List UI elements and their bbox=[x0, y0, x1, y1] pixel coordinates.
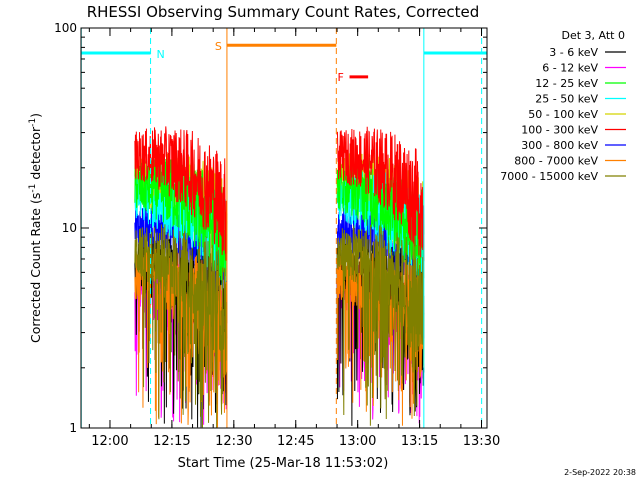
legend-label: 100 - 300 keV bbox=[521, 124, 598, 137]
y-axis-label: Corrected Count Rate (s-1 detector-1) bbox=[28, 113, 43, 343]
legend-label: 3 - 6 keV bbox=[549, 46, 598, 59]
legend-label: 12 - 25 keV bbox=[535, 77, 598, 90]
y-axis-label-part: Corrected Count Rate (s bbox=[28, 193, 43, 343]
y-axis-label-part: -1 bbox=[28, 184, 38, 193]
x-tick-label: 13:00 bbox=[339, 434, 376, 449]
flare-marker-label: F bbox=[338, 71, 344, 84]
y-axis-label-part: -1 bbox=[28, 118, 38, 127]
legend: 3 - 6 keV 6 - 12 keV 12 - 25 keV 25 - 50 ke… bbox=[500, 46, 626, 183]
chart-title: RHESSI Observing Summary Count Rates, Co… bbox=[87, 3, 480, 21]
legend-label: 300 - 800 keV bbox=[521, 139, 598, 152]
footer-timestamp: 2-Sep-2022 20:38 bbox=[564, 468, 636, 477]
x-axis-label: Start Time (25-Mar-18 11:53:02) bbox=[178, 456, 389, 471]
x-tick-label: 13:30 bbox=[463, 434, 500, 449]
x-tick-label: 13:15 bbox=[401, 434, 438, 449]
legend-label: 800 - 7000 keV bbox=[514, 155, 598, 168]
y-axis-label-part: ) bbox=[28, 113, 43, 118]
y-tick-label: 10 bbox=[62, 221, 77, 235]
y-tick-label: 1 bbox=[69, 421, 77, 435]
x-tick-label: 12:00 bbox=[91, 434, 128, 449]
legend-title: Det 3, Att 0 bbox=[562, 29, 626, 42]
series-trace-7000-15000-kev-segment-2 bbox=[336, 224, 425, 426]
status-bar-label-N: N bbox=[157, 48, 165, 61]
x-tick-label: 12:45 bbox=[277, 434, 314, 449]
legend-label: 7000 - 15000 keV bbox=[500, 170, 598, 183]
status-bar-label-S: S bbox=[215, 40, 222, 53]
series-trace-100-300-kev-segment-1 bbox=[134, 126, 228, 261]
series-trace-100-300-kev-segment-2 bbox=[336, 126, 425, 262]
axis-ticks: 12:00 12:15 12:30 12:45 13:00 13:15 13:30 1 10 10… bbox=[54, 21, 500, 449]
x-tick-label: 12:30 bbox=[215, 434, 252, 449]
legend-label: 25 - 50 keV bbox=[535, 93, 598, 106]
y-axis-label-part: detector bbox=[28, 126, 43, 184]
series-trace-7000-15000-kev-segment-1 bbox=[134, 224, 228, 428]
legend-label: 50 - 100 keV bbox=[528, 108, 598, 121]
x-tick-label: 12:15 bbox=[153, 434, 190, 449]
legend-label: 6 - 12 keV bbox=[542, 62, 598, 75]
y-tick-label: 100 bbox=[54, 21, 77, 35]
